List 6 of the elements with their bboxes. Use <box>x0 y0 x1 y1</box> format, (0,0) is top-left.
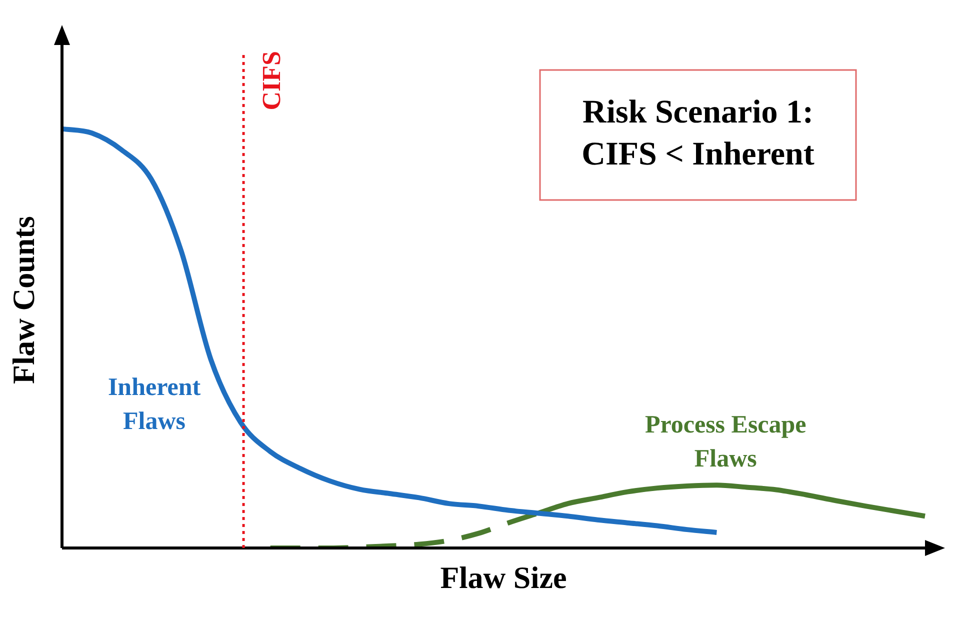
y-axis-title: Flaw Counts <box>6 216 42 384</box>
series-label: Inherent Flaws <box>108 374 202 435</box>
x-axis-title: Flaw Size <box>439 560 568 596</box>
text: CIFS <box>257 51 286 110</box>
series-label: Process Escape Flaws <box>644 412 806 473</box>
annotation: Risk Scenario 1: CIFS < Inherent <box>582 94 814 173</box>
